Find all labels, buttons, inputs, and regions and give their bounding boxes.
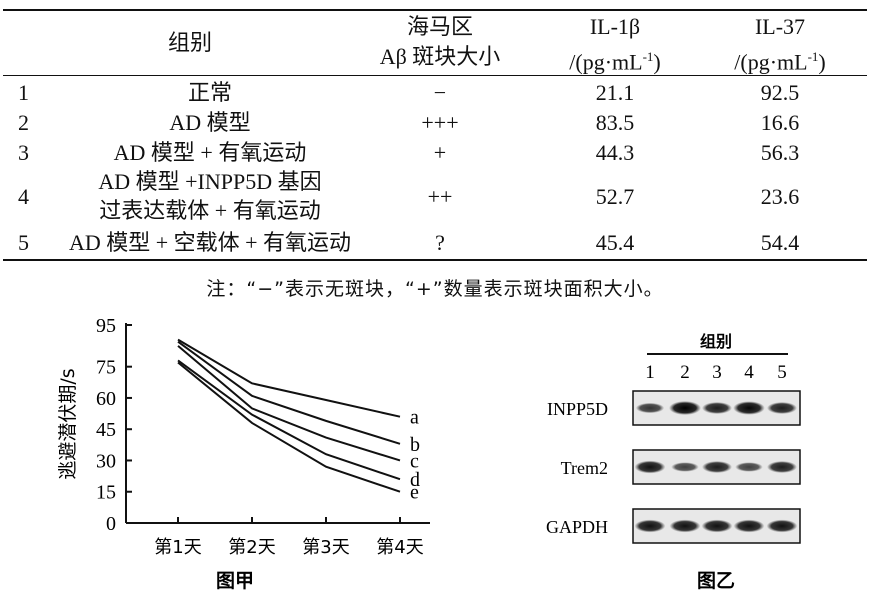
blot-row-label: GAPDH [546, 517, 608, 537]
row3-group: AD 模型 + 有氧运动 [113, 140, 307, 165]
x-tick-label: 第4天 [376, 537, 423, 558]
series-line-e [177, 361, 401, 493]
row3-plaque: + [433, 140, 447, 165]
row2-il37: 16.6 [760, 110, 800, 135]
series-label-d: d [410, 469, 420, 491]
header-il1b-line1: IL-1β [589, 14, 641, 39]
blot-band [733, 519, 765, 533]
row4-il1b: 52.7 [595, 184, 635, 209]
figure-b-western-blot: 组别 1 2 3 4 5 INPP5D Trem2 GAPDH 图乙 [520, 300, 870, 597]
series-line-c [177, 345, 401, 462]
table-note: 注：“−”表示无斑块，“+”数量表示斑块面积大小。 [206, 278, 664, 300]
row2-plaque: +++ [421, 110, 459, 135]
row4-plaque: ++ [427, 184, 453, 209]
y-tick-label: 95 [96, 315, 116, 337]
row1-il1b: 21.1 [595, 80, 635, 105]
y-tick-label: 60 [96, 388, 116, 410]
row2-il1b: 83.5 [595, 110, 635, 135]
row3-il37: 56.3 [760, 140, 800, 165]
blot-svg: 组别 1 2 3 4 5 INPP5D Trem2 GAPDH 图乙 [546, 332, 801, 592]
header-il1b-unit-text: /(pg·mL [569, 49, 643, 75]
y-tick-label: 75 [96, 357, 116, 379]
header-il37-unit-close: ) [818, 49, 826, 75]
blot-band [635, 402, 665, 414]
row4-il37: 23.6 [760, 184, 800, 209]
row5-il37: 54.4 [760, 230, 800, 255]
row5-num: 5 [18, 230, 29, 255]
lane-label: 4 [744, 362, 754, 383]
lane-label: 5 [777, 362, 787, 383]
row1-il37: 92.5 [760, 80, 800, 105]
header-plaque-line2: Aβ 斑块大小 [379, 44, 501, 69]
series-label-c: c [410, 450, 419, 472]
blot-band [669, 519, 701, 533]
header-il1b-unit-exp: -1 [642, 49, 654, 64]
blot-band [671, 462, 699, 472]
table-bottom-rule [3, 259, 867, 261]
header-il37-unit: /(pg·mL-1) [700, 44, 860, 75]
blot-band [767, 402, 797, 414]
blot-band [669, 401, 701, 415]
x-tick-label: 第3天 [302, 537, 349, 558]
y-tick-label: 45 [96, 419, 116, 441]
row3-num: 3 [18, 140, 29, 165]
x-tick-label: 第1天 [154, 537, 201, 558]
header-il37-unit-text: /(pg·mL [734, 49, 808, 75]
header-il37-unit-exp: -1 [807, 49, 819, 64]
row4-group-line2: 过表达载体 + 有氧运动 [99, 198, 321, 223]
blot-row-label: Trem2 [561, 458, 608, 478]
row1-group: 正常 [187, 80, 232, 105]
row3-il1b: 44.3 [595, 140, 635, 165]
header-plaque-line1: 海马区 [406, 14, 473, 39]
blot-band [702, 402, 732, 414]
header-group: 组别 [167, 30, 212, 55]
header-il37-line1: IL-37 [754, 14, 806, 39]
y-tick-label: 30 [96, 450, 116, 472]
blot-band [766, 519, 798, 533]
series-label-b: b [410, 434, 420, 456]
header-il1b-unit-close: ) [653, 49, 661, 75]
row1-num: 1 [18, 80, 29, 105]
blot-band [634, 460, 666, 474]
blot-band [702, 461, 732, 473]
blot-band [634, 519, 666, 533]
series-label-e: e [410, 482, 419, 504]
row5-il1b: 45.4 [595, 230, 635, 255]
row4-group-line1: AD 模型 +INPP5D 基因 [98, 169, 322, 194]
series-line-a [177, 338, 401, 418]
row2-num: 2 [18, 110, 29, 135]
series-label-a: a [410, 407, 419, 429]
y-tick-label: 0 [106, 513, 116, 535]
x-tick-label: 第2天 [228, 537, 275, 558]
blot-row-label: INPP5D [547, 399, 608, 419]
row2-group: AD 模型 [169, 110, 251, 135]
series-line-b [177, 340, 401, 445]
blot-band [733, 401, 765, 415]
blot-band [701, 519, 733, 533]
row4-num: 4 [18, 184, 29, 209]
figure-a-caption: 图甲 [216, 570, 254, 592]
row5-plaque: ? [435, 230, 445, 255]
lane-label: 1 [645, 362, 655, 383]
lane-label: 2 [680, 362, 690, 383]
figure-b-caption: 图乙 [697, 570, 735, 592]
series-line-d [177, 359, 401, 481]
table-header-rule [3, 75, 867, 76]
header-il1b-unit: /(pg·mL-1) [540, 44, 690, 75]
y-axis-label: 逃避潜伏期/s [57, 368, 79, 479]
blot-group-label: 组别 [700, 332, 732, 351]
blot-band [735, 462, 763, 472]
table-top-rule [3, 9, 867, 11]
y-tick-label: 15 [96, 482, 116, 504]
row1-plaque: − [433, 80, 447, 105]
lane-label: 3 [712, 362, 722, 383]
row5-group: AD 模型 + 空载体 + 有氧运动 [68, 230, 352, 255]
blot-band [767, 461, 797, 473]
